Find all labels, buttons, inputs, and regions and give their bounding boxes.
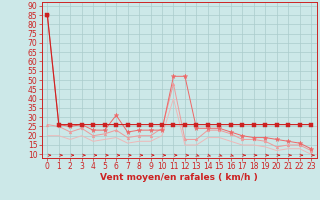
X-axis label: Vent moyen/en rafales ( km/h ): Vent moyen/en rafales ( km/h ) <box>100 173 258 182</box>
